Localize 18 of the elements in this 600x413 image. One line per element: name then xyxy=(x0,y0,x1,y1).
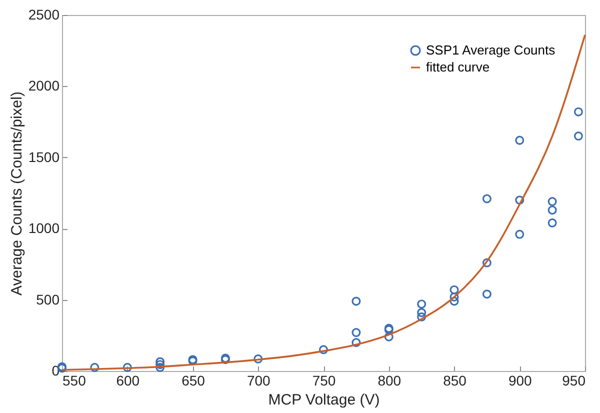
x-tick-label: 750 xyxy=(312,372,336,388)
x-tick-label: 700 xyxy=(246,372,271,388)
y-tick-label: 2000 xyxy=(28,78,60,94)
legend-label: fitted curve xyxy=(426,60,490,74)
x-tick-label: 900 xyxy=(508,372,532,388)
y-tick-label: 500 xyxy=(36,291,60,308)
x-tick-label: 950 xyxy=(562,372,586,388)
x-tick-label: 850 xyxy=(443,372,467,388)
x-tick-label: 600 xyxy=(116,372,140,388)
y-axis-title: Average Counts (Counts/pixel) xyxy=(8,92,26,296)
x-tick-label: 800 xyxy=(378,372,402,388)
y-tick-label: 1000 xyxy=(28,220,60,236)
y-tick-label: 2500 xyxy=(28,6,60,22)
x-axis-title: MCP Voltage (V) xyxy=(268,392,380,408)
x-tick-label: 550 xyxy=(62,372,86,388)
y-tick-label: 1500 xyxy=(28,148,60,165)
x-tick-label: 650 xyxy=(182,372,206,388)
legend-label: SSP1 Average Counts xyxy=(426,42,556,58)
